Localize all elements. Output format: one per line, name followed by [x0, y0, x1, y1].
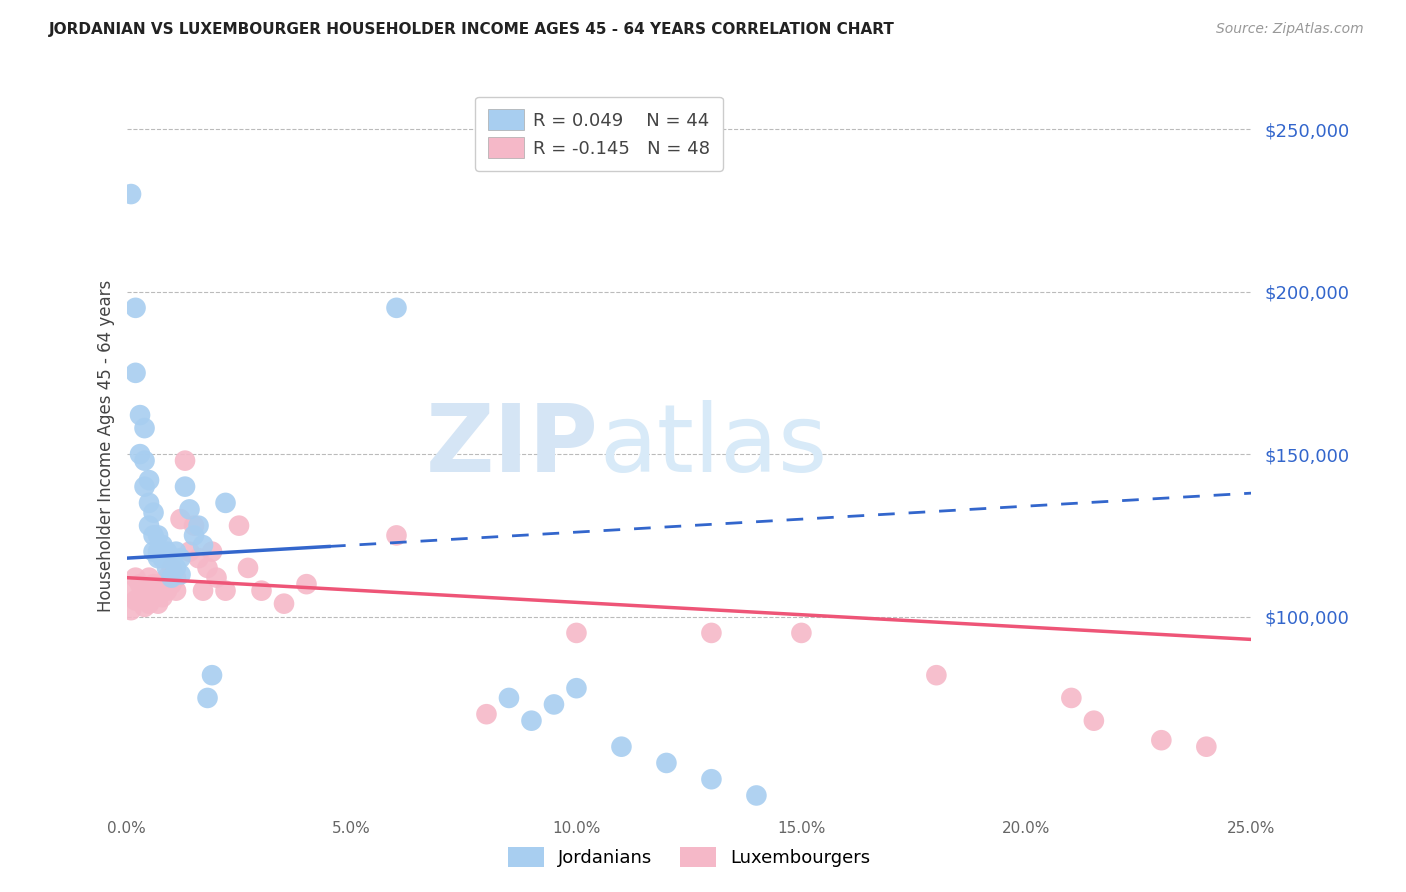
Point [745, 789, 768, 803]
Point [134, 599, 156, 614]
Point [201, 544, 224, 558]
Point [160, 551, 183, 566]
Point [925, 668, 948, 682]
Point [214, 583, 236, 598]
Point [700, 772, 723, 787]
Point [156, 561, 179, 575]
Point [179, 544, 201, 558]
Point [543, 698, 565, 712]
Point [295, 577, 318, 591]
Point [273, 597, 295, 611]
Point [165, 561, 187, 575]
Point [165, 583, 187, 598]
Point [169, 512, 191, 526]
Point [142, 506, 165, 520]
Point [790, 626, 813, 640]
Point [124, 593, 146, 607]
Point [146, 544, 169, 558]
Point [152, 538, 174, 552]
Point [124, 571, 146, 585]
Point [160, 561, 183, 575]
Point [160, 577, 183, 591]
Point [165, 571, 187, 585]
Point [183, 518, 205, 533]
Text: atlas: atlas [599, 400, 827, 492]
Text: JORDANIAN VS LUXEMBOURGER HOUSEHOLDER INCOME AGES 45 - 64 YEARS CORRELATION CHAR: JORDANIAN VS LUXEMBOURGER HOUSEHOLDER IN… [49, 22, 896, 37]
Point [134, 583, 156, 598]
Point [138, 473, 160, 487]
Point [146, 551, 169, 566]
Point [120, 187, 142, 202]
Point [129, 577, 152, 591]
Point [475, 707, 498, 722]
Point [146, 528, 169, 542]
Point [197, 690, 219, 705]
Point [152, 551, 174, 566]
Point [152, 590, 174, 604]
Point [498, 690, 520, 705]
Point [655, 756, 678, 770]
Point [124, 366, 146, 380]
Text: Source: ZipAtlas.com: Source: ZipAtlas.com [1216, 22, 1364, 37]
Point [138, 518, 160, 533]
Point [142, 590, 165, 604]
Point [201, 668, 224, 682]
Point [179, 502, 201, 516]
Point [236, 561, 259, 575]
Point [156, 571, 179, 585]
Point [1150, 733, 1173, 747]
Point [138, 583, 160, 598]
Point [152, 577, 174, 591]
Point [146, 583, 169, 598]
Point [385, 528, 408, 542]
Point [1083, 714, 1105, 728]
Point [165, 544, 187, 558]
Point [565, 626, 588, 640]
Point [174, 480, 197, 494]
Point [1195, 739, 1218, 754]
Point [191, 583, 214, 598]
Point [138, 597, 160, 611]
Point [138, 571, 160, 585]
Point [183, 528, 205, 542]
Point [142, 528, 165, 542]
Point [129, 447, 152, 461]
Point [250, 583, 273, 598]
Point [142, 577, 165, 591]
Point [156, 544, 179, 558]
Point [138, 496, 160, 510]
Point [610, 739, 633, 754]
Point [129, 408, 152, 422]
Point [134, 421, 156, 435]
Y-axis label: Householder Income Ages 45 - 64 years: Householder Income Ages 45 - 64 years [97, 280, 115, 612]
Point [205, 571, 228, 585]
Point [520, 714, 543, 728]
Point [228, 518, 250, 533]
Point [169, 551, 191, 566]
Point [174, 453, 197, 467]
Point [120, 603, 142, 617]
Point [187, 551, 209, 566]
Point [187, 518, 209, 533]
Point [124, 301, 146, 315]
Point [142, 544, 165, 558]
Point [129, 590, 152, 604]
Point [160, 571, 183, 585]
Point [565, 681, 588, 696]
Point [214, 496, 236, 510]
Legend: Jordanians, Luxembourgers: Jordanians, Luxembourgers [501, 839, 877, 874]
Point [156, 583, 179, 598]
Point [146, 597, 169, 611]
Point [700, 626, 723, 640]
Point [191, 538, 214, 552]
Point [134, 480, 156, 494]
Point [169, 567, 191, 582]
Point [134, 453, 156, 467]
Point [385, 301, 408, 315]
Point [197, 561, 219, 575]
Legend: R = 0.049    N = 44, R = -0.145   N = 48: R = 0.049 N = 44, R = -0.145 N = 48 [475, 96, 723, 171]
Point [1060, 690, 1083, 705]
Text: ZIP: ZIP [426, 400, 599, 492]
Point [120, 583, 142, 598]
